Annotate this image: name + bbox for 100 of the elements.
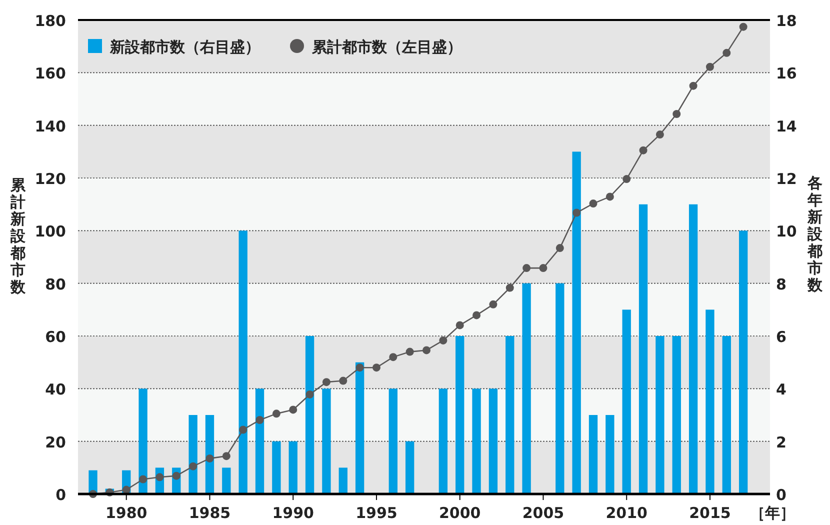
point xyxy=(472,311,481,320)
point xyxy=(656,130,664,139)
y-axis-title: 累計新設都市数 xyxy=(10,176,26,296)
bar xyxy=(138,388,148,494)
bar xyxy=(355,362,364,494)
y-tick-label: 180 xyxy=(34,12,66,30)
y2-tick-label: 16 xyxy=(776,64,797,83)
point xyxy=(606,192,614,201)
point xyxy=(239,426,248,434)
point xyxy=(522,264,531,272)
y-tick-label: 120 xyxy=(34,170,66,188)
point xyxy=(289,406,298,414)
point xyxy=(639,146,648,154)
bar xyxy=(305,336,314,494)
point xyxy=(456,321,464,330)
point xyxy=(189,462,198,470)
point xyxy=(722,48,731,57)
y-tick-label: 160 xyxy=(34,64,66,83)
bar xyxy=(722,336,731,494)
y2-tick-label: 8 xyxy=(776,275,786,294)
bar xyxy=(222,468,231,494)
bar xyxy=(288,441,298,494)
x-tick-label: 1995 xyxy=(356,504,398,522)
bar xyxy=(638,204,648,494)
bar xyxy=(88,470,98,494)
x-tick-label: 2005 xyxy=(522,504,564,522)
bar xyxy=(338,468,348,494)
point xyxy=(422,346,430,354)
point xyxy=(306,390,314,398)
bar xyxy=(688,204,698,494)
point xyxy=(256,416,264,424)
y-tick-label: 60 xyxy=(45,328,66,346)
y-tick-label: 0 xyxy=(56,486,66,504)
point xyxy=(222,452,230,460)
bar xyxy=(606,415,614,494)
bar xyxy=(506,336,514,494)
point xyxy=(506,284,514,292)
x-tick-label: 1990 xyxy=(272,504,314,522)
point xyxy=(439,336,448,344)
point xyxy=(206,454,214,462)
bar xyxy=(272,441,281,494)
x-axis-title: ［年］ xyxy=(750,504,795,522)
point xyxy=(672,110,681,118)
bar xyxy=(405,441,414,494)
y-tick-label: 40 xyxy=(45,380,66,399)
y2-tick-label: 2 xyxy=(776,433,786,452)
y-tick-label: 100 xyxy=(34,222,66,241)
bar xyxy=(488,388,498,494)
bar xyxy=(238,230,248,494)
y2-tick-label: 0 xyxy=(776,486,786,504)
bar xyxy=(438,388,448,494)
bar xyxy=(556,283,564,494)
bar xyxy=(656,336,664,494)
point xyxy=(389,353,398,362)
point xyxy=(272,410,280,418)
bar xyxy=(738,230,748,494)
point xyxy=(339,376,348,385)
bar xyxy=(188,415,198,494)
bar xyxy=(572,152,581,494)
point xyxy=(622,175,631,184)
bar xyxy=(205,415,214,494)
y2-tick-label: 4 xyxy=(776,380,786,399)
legend-label: 累計都市数（左目盛） xyxy=(311,38,462,56)
bar xyxy=(522,283,531,494)
point xyxy=(372,364,380,372)
point xyxy=(556,244,564,252)
y2-tick-label: 12 xyxy=(776,170,797,188)
bar xyxy=(672,336,681,494)
y-tick-label: 20 xyxy=(45,433,66,452)
bar xyxy=(388,388,398,494)
y2-tick-label: 10 xyxy=(776,222,797,241)
bar xyxy=(472,388,481,494)
point xyxy=(356,364,364,372)
x-tick-label: 2015 xyxy=(689,504,731,522)
bar xyxy=(322,388,331,494)
point xyxy=(539,264,548,272)
x-tick-label: 1985 xyxy=(188,504,231,522)
bar xyxy=(706,310,714,494)
bar xyxy=(588,415,598,494)
x-tick-label: 2000 xyxy=(438,504,481,522)
point xyxy=(406,348,414,356)
point xyxy=(706,62,714,71)
y-tick-label: 80 xyxy=(45,275,66,294)
y-tick-label: 140 xyxy=(34,117,66,136)
point xyxy=(139,475,148,484)
point xyxy=(572,208,581,217)
legend-label: 新設都市数（右目盛） xyxy=(109,38,260,56)
y2-axis-title: 各年新設都市数 xyxy=(806,174,824,294)
point xyxy=(172,472,180,480)
y2-tick-label: 18 xyxy=(776,12,797,30)
point xyxy=(589,200,598,208)
x-tick-label: 2010 xyxy=(606,504,648,522)
y2-tick-label: 14 xyxy=(776,117,797,136)
point xyxy=(122,486,130,494)
bar xyxy=(456,336,464,494)
y2-tick-label: 6 xyxy=(776,328,786,346)
point xyxy=(489,300,498,308)
bar xyxy=(255,388,264,494)
point xyxy=(739,22,748,31)
point xyxy=(689,82,698,90)
